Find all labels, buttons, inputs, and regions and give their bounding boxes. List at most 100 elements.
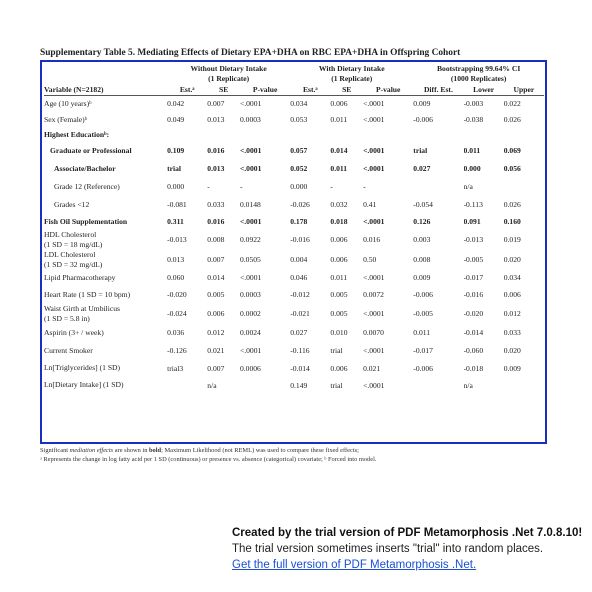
table-cell [240, 128, 290, 142]
table-cell: 0.012 [207, 328, 225, 337]
table-cell: 0.060 [167, 273, 185, 282]
column-header: Diff. Est. [413, 84, 464, 96]
table-cell: n/a [463, 182, 473, 191]
trial-notice-text: The trial version sometimes inserts "tri… [232, 543, 544, 555]
table-cell: 0.41 [363, 200, 377, 209]
table-cell: 0.021 [207, 346, 225, 355]
table-cell: 0.008 [413, 255, 431, 264]
table-row: Aspirin (3+ / week) 0.036 0.012 0.0024 0.027… [44, 324, 544, 342]
row-label: Ln[Triglycerides] (1 SD) [44, 363, 121, 372]
table-cell: 0.049 [167, 115, 185, 124]
row-label: Age (10 years)ᵇ [44, 98, 92, 108]
table-cell: 0.009 [503, 363, 521, 373]
table-cell: trial3 [167, 363, 184, 373]
table-cell: 0.009 [413, 99, 431, 109]
footnote-line-2: ᵃ Represents the change in log fatty aci… [40, 456, 377, 463]
table-cell: 0.109 [167, 146, 185, 155]
table-cell: 0.006 [503, 290, 521, 299]
table-cell: <.0001 [363, 309, 385, 318]
table-cell: 0.019 [503, 235, 521, 244]
table-cell: 0.178 [290, 217, 308, 226]
table-cell: 0.014 [207, 273, 225, 282]
row-label: Graduate or Professional [50, 145, 132, 155]
table-cell [413, 128, 463, 142]
table-cell: <.0001 [363, 273, 385, 282]
table-cell: trial [413, 146, 428, 155]
row-label: LDL Cholesterol (1 SD = 32 mg/dL) [44, 249, 103, 269]
table-cell: 0.027 [290, 328, 308, 337]
full-version-link[interactable]: Get the full version of PDF Metamorphosi… [232, 559, 477, 571]
table-cell: 0.0922 [239, 235, 261, 244]
group-header-row-1: Without Dietary Intake With Dietary Inta… [44, 64, 544, 74]
table-cell: <.0001 [239, 346, 262, 355]
table-cell: -0.113 [463, 200, 483, 209]
table-cell: 0.012 [503, 309, 521, 318]
table-cell: 0.022 [503, 99, 521, 109]
table-cell: 0.005 [330, 309, 348, 318]
table-cell: -0.006 [413, 115, 433, 124]
table-cell: 0.007 [207, 255, 225, 264]
table-cell [504, 377, 544, 394]
table-cell [413, 377, 463, 394]
table-cell: 0.007 [207, 363, 225, 373]
table-cell: <.0001 [363, 115, 385, 124]
table-cell: -0.021 [290, 309, 310, 318]
table-cell: 0.014 [330, 146, 348, 155]
row-label: Associate/Bachelor [54, 163, 116, 173]
table-cell [167, 377, 207, 394]
table-cell: - [363, 182, 366, 191]
table-cell: 0.013 [207, 115, 225, 124]
table-cell: 0.011 [413, 328, 431, 337]
trial-notice-title: Created by the trial version of PDF Meta… [232, 527, 583, 539]
table-cell: n/a [207, 380, 217, 390]
row-label: Grades <12 [54, 199, 90, 209]
table-cell [290, 128, 330, 142]
table-cell: trial [167, 164, 182, 173]
table-cell: 0.008 [207, 235, 225, 244]
column-header: Variable (N=2182) [44, 84, 168, 96]
table-cell: <.0001 [239, 164, 262, 173]
table-row: Waist Girth at Umbilicus (1 SD = 5.8 in)… [44, 304, 544, 324]
table-cell: 0.026 [503, 115, 521, 124]
table-cell [413, 178, 463, 196]
table-row: Heart Rate (1 SD = 10 bpm) -0.020 0.005 0.0… [44, 286, 544, 304]
column-header: P-value [363, 84, 414, 96]
table-cell: -0.005 [413, 309, 433, 318]
row-label: Fish Oil Supplementation [44, 216, 128, 226]
table-cell: 0.016 [363, 235, 381, 244]
table-cell: -0.017 [463, 273, 484, 282]
table-cell [504, 128, 544, 142]
group-subheader: (1 Replicate) [208, 74, 250, 83]
table-cell: 0.016 [207, 146, 225, 155]
table-cell [363, 128, 413, 142]
table-cell: 0.056 [503, 164, 521, 173]
table-body: Age (10 years)ᵇ 0.042 0.007 <.0001 0.034 0.00… [44, 96, 544, 394]
table-cell: 0.026 [503, 200, 521, 209]
table-cell: 0.0003 [239, 290, 261, 299]
table-cell: -0.016 [463, 290, 484, 299]
table-cell: -0.014 [463, 328, 484, 337]
table-cell: - [239, 182, 243, 191]
table-cell: -0.026 [290, 200, 310, 209]
table-cell: -0.081 [167, 200, 187, 209]
results-table: Without Dietary Intake With Dietary Inta… [44, 64, 544, 394]
table-cell: 0.033 [503, 328, 521, 337]
table-cell: 0.057 [290, 146, 308, 155]
row-label: Grade 12 (Reference) [54, 181, 120, 191]
table-cell: <.0001 [363, 346, 385, 355]
table-cell: 0.011 [330, 164, 348, 173]
table-cell: 0.0505 [239, 255, 261, 264]
trial-notice: Created by the trial version of PDF Meta… [232, 527, 582, 571]
column-header: SE [207, 84, 240, 96]
table-cell: 0.0006 [239, 363, 261, 373]
table-cell: 0.50 [363, 255, 377, 264]
table-frame [40, 60, 547, 444]
table-cell: 0.005 [207, 290, 225, 299]
table-cell: -0.116 [290, 346, 310, 355]
table-cell [330, 128, 363, 142]
table-row: Lipid Pharmacotherapy 0.060 0.014 <.0001 0.0… [44, 270, 544, 286]
table-cell: 0.004 [290, 255, 308, 264]
table-title: Supplementary Table 5. Mediating Effects… [40, 48, 461, 58]
table-cell: 0.011 [463, 146, 481, 155]
table-cell: 0.000 [167, 182, 185, 191]
